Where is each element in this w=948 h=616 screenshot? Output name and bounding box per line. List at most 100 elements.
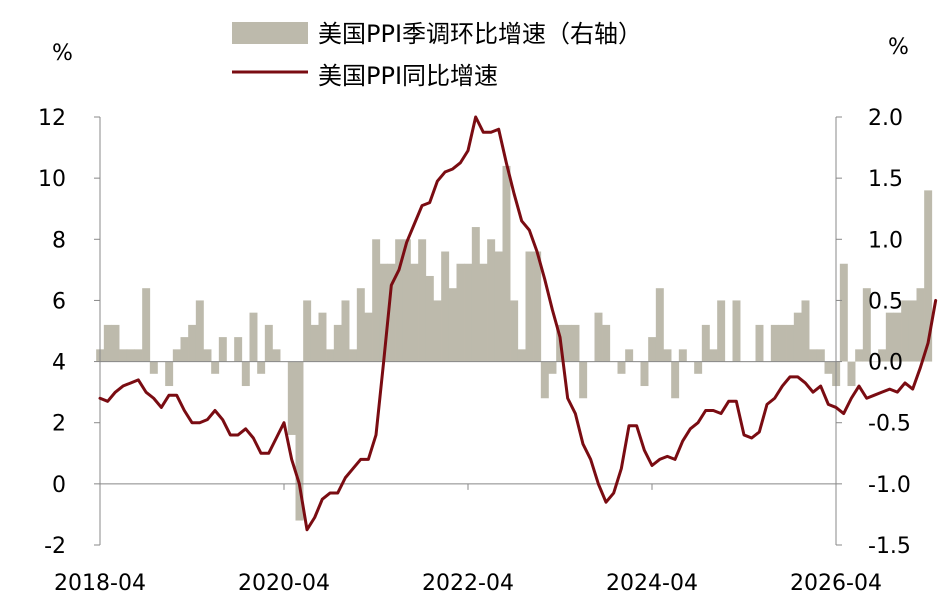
bar [448, 288, 457, 362]
bar [908, 300, 917, 362]
bar [410, 263, 419, 362]
x-tick-label: 2020-04 [238, 571, 330, 596]
bar [318, 312, 327, 362]
left-tick-label: 6 [52, 289, 66, 314]
bar [671, 361, 680, 399]
line-series [98, 115, 938, 532]
bar [464, 263, 473, 362]
bar [663, 349, 672, 362]
bar [885, 312, 894, 362]
bar [648, 337, 657, 362]
bar [525, 251, 534, 362]
bar [847, 361, 856, 387]
right-tick-label: 0.0 [868, 351, 903, 376]
bar [494, 251, 503, 362]
x-tick-label: 2026-04 [790, 571, 882, 596]
bar [755, 324, 764, 362]
bar [548, 361, 557, 374]
bar [418, 239, 427, 362]
bar [310, 324, 319, 362]
right-tick-label: 0.5 [868, 289, 903, 314]
bar [533, 251, 542, 362]
bar [816, 349, 825, 362]
right-tick-label: -0.5 [868, 412, 911, 437]
ppi-yoy-line [98, 115, 938, 532]
bar [149, 361, 158, 374]
left-tick-label: 10 [38, 167, 66, 192]
left-tick-label: 2 [52, 412, 66, 437]
bar [456, 263, 465, 362]
bar [364, 312, 373, 362]
right-tick-label: 1.0 [868, 228, 903, 253]
bar [893, 312, 902, 362]
bar [165, 361, 174, 387]
bar [295, 361, 304, 521]
bar [303, 300, 312, 362]
bar [257, 361, 266, 374]
x-tick-label: 2024-04 [606, 571, 698, 596]
x-axis-ticks: 2018-04 2020-04 2022-04 2024-04 2026-04 [54, 483, 882, 596]
bar [655, 288, 664, 362]
bar [111, 324, 120, 362]
bar-series [96, 165, 933, 521]
bar [694, 361, 703, 374]
bar [188, 324, 197, 362]
bar [119, 349, 128, 362]
bar [717, 300, 726, 362]
bar [341, 300, 350, 362]
bar [387, 263, 396, 362]
bar [203, 349, 212, 362]
bar [180, 337, 189, 362]
bar [379, 263, 388, 362]
bar [356, 288, 365, 362]
bar [218, 337, 227, 362]
bar [625, 349, 634, 362]
bar [824, 361, 833, 374]
bar [862, 288, 871, 362]
bar [441, 251, 450, 362]
bar [786, 324, 795, 362]
bar [878, 349, 887, 362]
left-tick-label: 12 [38, 106, 66, 131]
bar [142, 288, 151, 362]
bar [234, 337, 243, 362]
bar [709, 349, 718, 362]
bar [502, 165, 511, 362]
bar [809, 349, 818, 362]
x-tick-label: 2022-04 [422, 571, 514, 596]
bar [211, 361, 220, 374]
bar [732, 300, 741, 362]
bar [241, 361, 250, 387]
bar [249, 312, 258, 362]
left-tick-label: 8 [52, 228, 66, 253]
bar [801, 300, 810, 362]
bar [402, 239, 411, 362]
bar [540, 361, 549, 399]
bar [333, 324, 342, 362]
bar [678, 349, 687, 362]
x-tick-label: 2018-04 [54, 571, 146, 596]
bar [395, 239, 404, 362]
bar [425, 275, 434, 362]
bar [793, 312, 802, 362]
left-tick-label: -2 [44, 534, 66, 559]
legend-swatch-bar [232, 22, 308, 44]
bar [594, 312, 603, 362]
bar [326, 349, 335, 362]
bar [479, 263, 488, 362]
bar [510, 300, 519, 362]
bar [617, 361, 626, 374]
bar [602, 324, 611, 362]
bar [134, 349, 143, 362]
right-axis-unit: % [888, 35, 909, 60]
bar [563, 324, 572, 362]
bar [172, 349, 181, 362]
right-tick-label: 2.0 [868, 106, 903, 131]
left-axis-ticks: 12 10 8 6 4 2 0 -2 [38, 106, 100, 559]
legend-label-line: 美国PPI同比增速 [318, 62, 498, 90]
bar [349, 349, 358, 362]
bar [471, 227, 480, 362]
bar [916, 288, 925, 362]
left-tick-label: 4 [52, 351, 66, 376]
